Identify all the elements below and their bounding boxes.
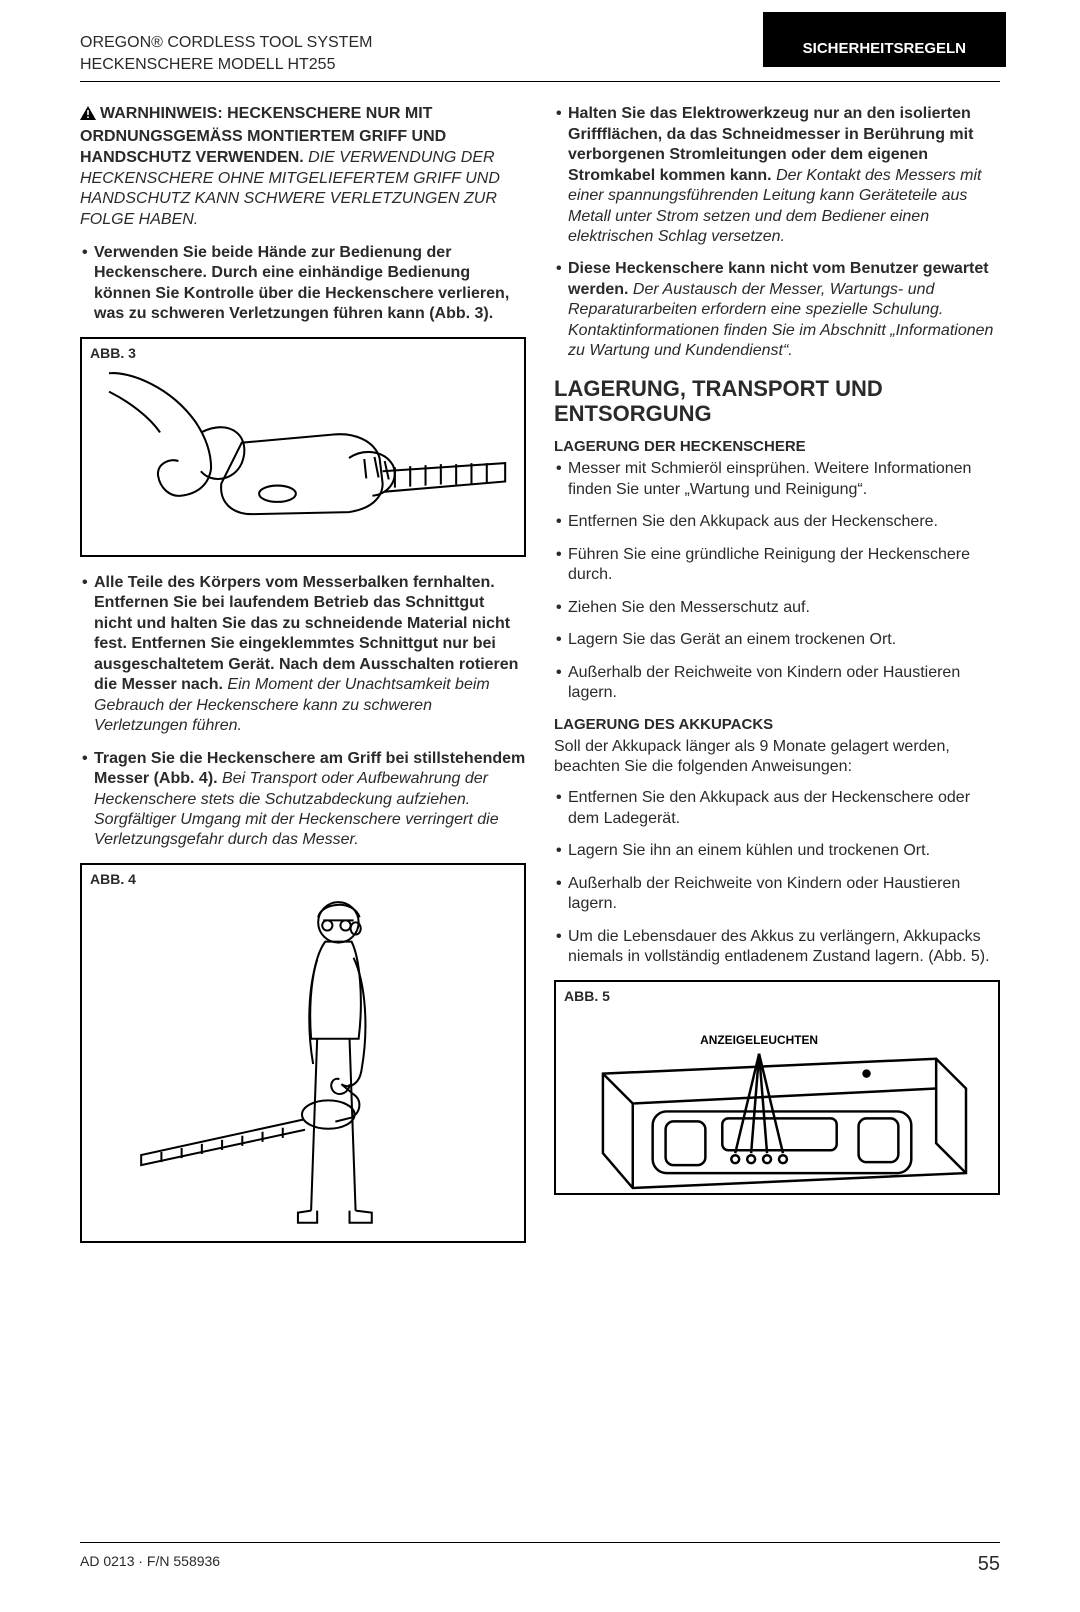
content-columns: WARNHINWEIS: HECKENSCHERE NUR MIT ORDNUN… [80, 104, 1000, 1259]
left-bullets-top: Verwenden Sie beide Hände zur Bedienung … [80, 243, 526, 325]
figure-4-drawing [82, 887, 524, 1241]
bullet-item: Ziehen Sie den Messerschutz auf. [554, 598, 1000, 618]
subheading-storage-battery: LAGERUNG DES AKKUPACKS [554, 716, 1000, 733]
bullet-item: Führen Sie eine gründliche Reinigung der… [554, 545, 1000, 586]
warning-block: WARNHINWEIS: HECKENSCHERE NUR MIT ORDNUN… [80, 104, 526, 231]
bullet-item: Außerhalb der Reichweite von Kindern ode… [554, 874, 1000, 915]
page-footer: AD 0213 · F/N 558936 55 [80, 1542, 1000, 1576]
page-header: OREGON® CORDLESS TOOL SYSTEM HECKENSCHER… [80, 32, 1000, 82]
column-right: Halten Sie das Elektrowerkzeug nur an de… [554, 104, 1000, 1259]
header-line1: OREGON® CORDLESS TOOL SYSTEM [80, 32, 372, 54]
storage-bullets: Messer mit Schmieröl einsprühen. Weitere… [554, 459, 1000, 703]
battery-bullets: Entfernen Sie den Akkupack aus der Hecke… [554, 788, 1000, 967]
header-line2: HECKENSCHERE MODELL HT255 [80, 54, 372, 76]
bullet-item: Entfernen Sie den Akkupack aus der Hecke… [554, 512, 1000, 532]
bullet-item: Außerhalb der Reichweite von Kindern ode… [554, 663, 1000, 704]
page-number: 55 [978, 1553, 1000, 1576]
warning-icon [80, 106, 96, 127]
bullet-item: Lagern Sie ihn an einem kühlen und trock… [554, 841, 1000, 861]
figure-5-label: ABB. 5 [556, 982, 998, 1004]
figure-5-drawing: ANZEIGELEUCHTEN [556, 1004, 998, 1193]
bullet-item: Verwenden Sie beide Hände zur Bedienung … [80, 243, 526, 325]
header-left: OREGON® CORDLESS TOOL SYSTEM HECKENSCHER… [80, 32, 372, 75]
battery-intro: Soll der Akkupack länger als 9 Monate ge… [554, 737, 1000, 779]
figure-4: ABB. 4 [80, 863, 526, 1243]
right-bullets-top: Halten Sie das Elektrowerkzeug nur an de… [554, 104, 1000, 362]
bullet-item: Entfernen Sie den Akkupack aus der Hecke… [554, 788, 1000, 829]
figure-5-indicator-label: ANZEIGELEUCHTEN [700, 1032, 818, 1046]
left-bullets-mid: Alle Teile des Körpers vom Messerbalken … [80, 573, 526, 851]
bullet-item: Alle Teile des Körpers vom Messerbalken … [80, 573, 526, 737]
header-section-tab: SICHERHEITSREGELN [763, 12, 1006, 67]
bullet-item: Halten Sie das Elektrowerkzeug nur an de… [554, 104, 1000, 247]
figure-3-drawing [82, 361, 524, 555]
subheading-storage-trimmer: LAGERUNG DER HECKENSCHERE [554, 438, 1000, 455]
bullet-item: Messer mit Schmieröl einsprühen. Weitere… [554, 459, 1000, 500]
bullet-item: Tragen Sie die Heckenschere am Griff bei… [80, 749, 526, 851]
bullet-item: Lagern Sie das Gerät an einem trockenen … [554, 630, 1000, 650]
figure-3-label: ABB. 3 [82, 339, 524, 361]
figure-3: ABB. 3 [80, 337, 526, 557]
figure-4-label: ABB. 4 [82, 865, 524, 887]
footer-code: AD 0213 · F/N 558936 [80, 1553, 220, 1576]
bullet-item: Diese Heckenschere kann nicht vom Benutz… [554, 259, 1000, 361]
section-heading: LAGERUNG, TRANSPORT UND ENTSORGUNG [554, 376, 1000, 427]
column-left: WARNHINWEIS: HECKENSCHERE NUR MIT ORDNUN… [80, 104, 526, 1259]
figure-5: ABB. 5 [554, 980, 1000, 1195]
bullet-item: Um die Lebensdauer des Akkus zu verlänge… [554, 927, 1000, 968]
